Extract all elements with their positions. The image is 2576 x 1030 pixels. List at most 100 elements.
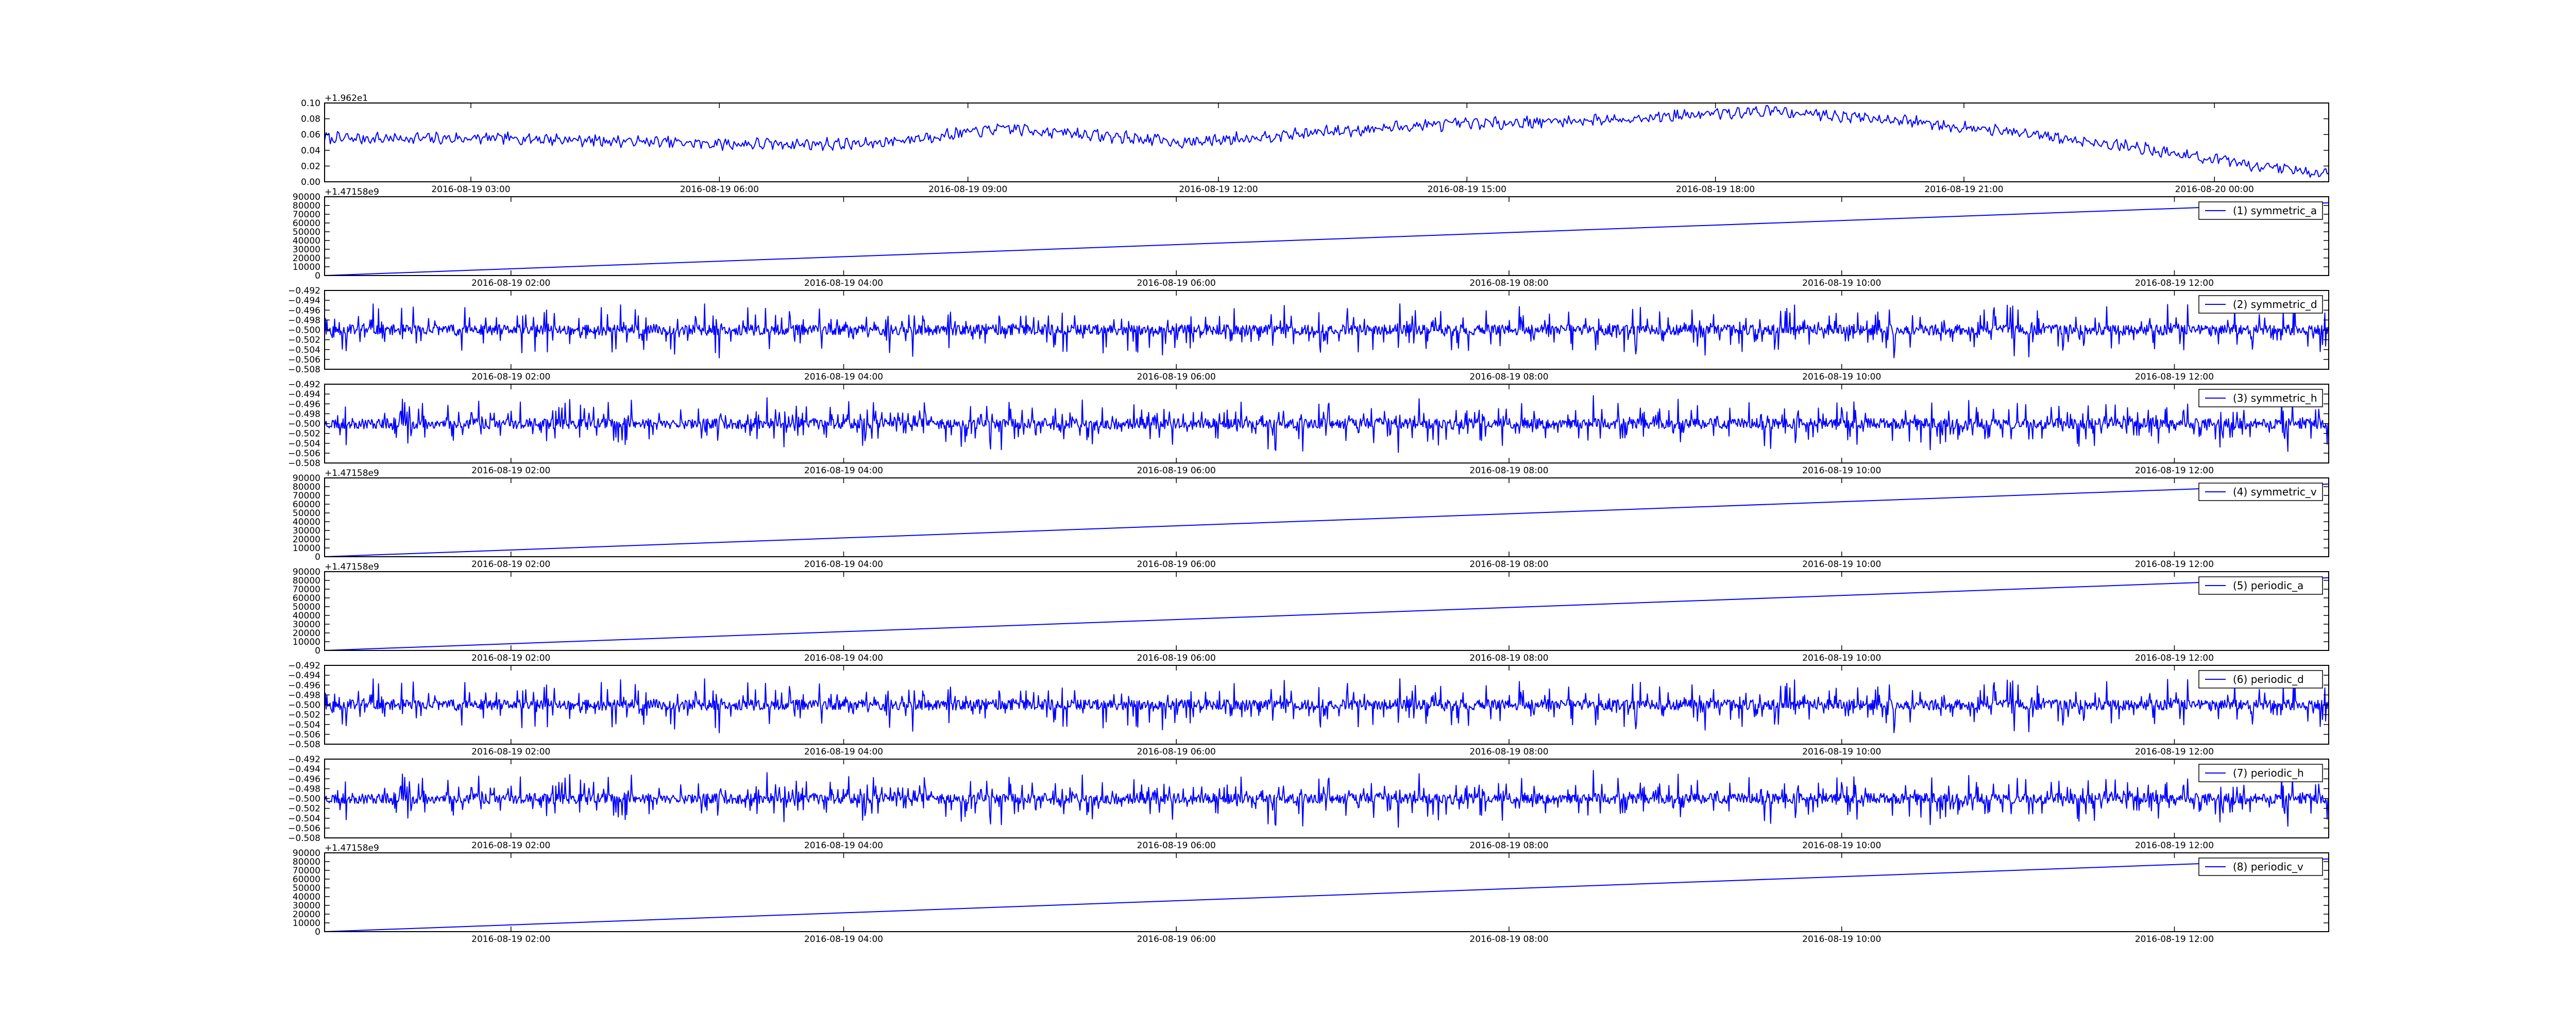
series-line-3-symmetric-h xyxy=(324,395,2329,453)
legend-label: (8) periodic_v xyxy=(2233,861,2303,873)
x-tick-label: 2016-08-19 12:00 xyxy=(2135,747,2214,757)
legend: (8) periodic_v xyxy=(2198,857,2323,876)
y-tick-label: −0.494 xyxy=(288,764,320,775)
x-tick-label: 2016-08-19 06:00 xyxy=(680,184,759,195)
x-tick-label: 2016-08-19 12:00 xyxy=(2135,840,2214,851)
x-tick-label: 2016-08-19 02:00 xyxy=(471,840,550,851)
x-tick-label: 2016-08-19 06:00 xyxy=(1137,840,1216,851)
y-tick-label: −0.508 xyxy=(288,833,320,844)
legend: (3) symmetric_h xyxy=(2198,389,2323,407)
x-tick-label: 2016-08-19 12:00 xyxy=(2135,278,2214,288)
x-tick-label: 2016-08-19 04:00 xyxy=(804,840,883,851)
y-tick-label: 40000 xyxy=(293,236,320,246)
x-tick-label: 2016-08-19 08:00 xyxy=(1469,747,1548,757)
subplot-9: 0100002000030000400005000060000700008000… xyxy=(293,843,2329,945)
series-line-subplot-1 xyxy=(324,105,2329,178)
x-tick-label: 2016-08-19 06:00 xyxy=(1137,747,1216,757)
x-tick-label: 2016-08-19 02:00 xyxy=(471,934,550,945)
y-tick-label: 30000 xyxy=(293,526,320,536)
y-tick-label: −0.506 xyxy=(288,355,320,365)
x-tick-label: 2016-08-19 12:00 xyxy=(2135,559,2214,570)
y-tick-label: 70000 xyxy=(293,585,320,595)
y-tick-label: 60000 xyxy=(293,593,320,604)
y-tick-label: 90000 xyxy=(293,567,320,577)
x-tick-label: 2016-08-19 09:00 xyxy=(928,184,1007,195)
x-tick-label: 2016-08-19 06:00 xyxy=(1137,278,1216,288)
series-line-1-symmetric-a xyxy=(324,202,2329,276)
x-tick-label: 2016-08-19 02:00 xyxy=(471,747,550,757)
x-tick-label: 2016-08-19 21:00 xyxy=(1924,184,2003,195)
series-line-5-periodic-a xyxy=(324,577,2329,651)
axis-offset-label: +1.962e1 xyxy=(325,93,368,104)
axes-frame xyxy=(324,477,2329,557)
x-tick-label: 2016-08-19 04:00 xyxy=(804,934,883,945)
legend-label: (4) symmetric_v xyxy=(2233,486,2317,498)
y-tick-label: 0.00 xyxy=(301,177,320,187)
y-tick-label: 0.06 xyxy=(301,130,320,140)
x-tick-label: 2016-08-19 10:00 xyxy=(1802,559,1881,570)
y-tick-label: 20000 xyxy=(293,253,320,264)
y-tick-label: −0.508 xyxy=(288,740,320,750)
y-tick-label: −0.506 xyxy=(288,730,320,740)
y-tick-label: −0.494 xyxy=(288,671,320,681)
x-tick-label: 2016-08-19 08:00 xyxy=(1469,559,1548,570)
x-tick-label: 2016-08-19 18:00 xyxy=(1676,184,1755,195)
y-tick-label: −0.502 xyxy=(288,804,320,814)
axis-offset-label: +1.47158e9 xyxy=(325,843,379,853)
legend: (7) periodic_h xyxy=(2198,764,2323,782)
y-tick-label: 60000 xyxy=(293,218,320,229)
axes-frame xyxy=(324,196,2329,276)
y-tick-label: 50000 xyxy=(293,227,320,237)
y-tick-label: −0.504 xyxy=(288,720,320,730)
y-tick-label: 30000 xyxy=(293,620,320,630)
axis-offset-label: +1.47158e9 xyxy=(325,187,379,197)
y-tick-label: 90000 xyxy=(293,473,320,484)
subplot-5: 0100002000030000400005000060000700008000… xyxy=(293,468,2329,570)
legend: (4) symmetric_v xyxy=(2198,483,2323,501)
x-tick-label: 2016-08-19 10:00 xyxy=(1802,747,1881,757)
y-tick-label: −0.498 xyxy=(288,315,320,325)
y-tick-label: 60000 xyxy=(293,874,320,885)
x-tick-label: 2016-08-19 10:00 xyxy=(1802,466,1881,476)
series-line-4-symmetric-v xyxy=(324,483,2329,557)
y-tick-label: −0.496 xyxy=(288,399,320,409)
legend-box xyxy=(2198,389,2323,407)
y-tick-label: 80000 xyxy=(293,201,320,211)
y-tick-label: 20000 xyxy=(293,628,320,639)
x-tick-label: 2016-08-19 10:00 xyxy=(1802,934,1881,945)
x-tick-label: 2016-08-19 10:00 xyxy=(1802,372,1881,382)
axes-frame xyxy=(324,102,2329,182)
axes-frame xyxy=(324,852,2329,932)
y-tick-label: −0.504 xyxy=(288,439,320,449)
series-line-8-periodic-v xyxy=(324,858,2329,932)
axis-offset-label: +1.47158e9 xyxy=(325,562,379,572)
y-tick-label: −0.498 xyxy=(288,690,320,700)
y-tick-label: 0.10 xyxy=(301,98,320,109)
x-tick-label: 2016-08-19 08:00 xyxy=(1469,840,1548,851)
series-line-2-symmetric-d xyxy=(324,303,2329,358)
x-tick-label: 2016-08-20 00:00 xyxy=(2175,184,2254,195)
x-tick-label: 2016-08-19 03:00 xyxy=(431,184,510,195)
x-tick-label: 2016-08-19 10:00 xyxy=(1802,840,1881,851)
x-tick-label: 2016-08-19 06:00 xyxy=(1137,372,1216,382)
legend-label: (3) symmetric_h xyxy=(2233,392,2317,404)
y-tick-label: 90000 xyxy=(293,192,320,202)
legend-label: (7) periodic_h xyxy=(2233,767,2304,779)
y-tick-label: 0.04 xyxy=(301,146,320,156)
subplot-2: 0100002000030000400005000060000700008000… xyxy=(293,187,2329,288)
x-tick-label: 2016-08-19 12:00 xyxy=(2135,372,2214,382)
x-tick-label: 2016-08-19 15:00 xyxy=(1428,184,1506,195)
y-tick-label: 0 xyxy=(315,927,320,937)
y-tick-label: 70000 xyxy=(293,210,320,220)
y-tick-label: −0.494 xyxy=(288,296,320,306)
x-tick-label: 2016-08-19 02:00 xyxy=(471,653,550,663)
y-tick-label: −0.506 xyxy=(288,449,320,459)
y-tick-label: 0.08 xyxy=(301,114,320,125)
y-tick-label: 10000 xyxy=(293,543,320,554)
y-tick-label: 30000 xyxy=(293,245,320,255)
y-tick-label: −0.506 xyxy=(288,823,320,834)
x-tick-label: 2016-08-19 06:00 xyxy=(1137,466,1216,476)
y-tick-label: 40000 xyxy=(293,517,320,527)
y-tick-label: −0.492 xyxy=(288,380,320,390)
